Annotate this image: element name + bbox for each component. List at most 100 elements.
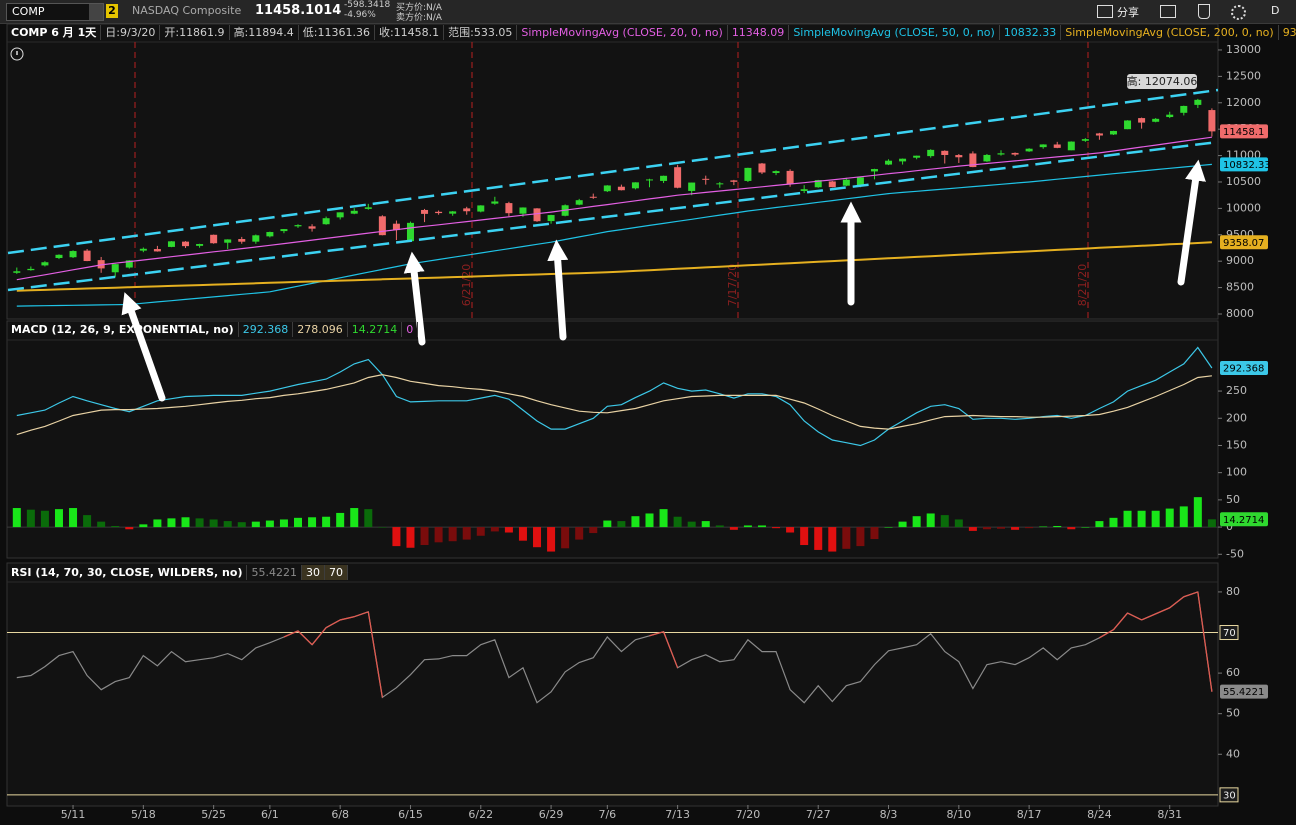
series-line	[16, 136, 1212, 281]
histogram-bar	[1123, 510, 1132, 528]
legend-value: 9358.07	[1279, 25, 1296, 40]
rsi-header: RSI (14, 70, 30, CLOSE, WILDERS, no) 55.4…	[7, 564, 348, 581]
legend-value: 10832.33	[1000, 25, 1062, 40]
bid: 买方价:N/A	[396, 3, 442, 13]
histogram-bar	[1039, 526, 1048, 528]
histogram-bar	[490, 527, 499, 532]
candle-body	[280, 229, 288, 232]
value-tag	[1220, 361, 1268, 376]
histogram-bar	[786, 527, 795, 533]
candle-body	[1081, 139, 1089, 141]
candle-body	[758, 163, 766, 173]
candle-body	[1095, 133, 1103, 136]
histogram-bar	[856, 527, 865, 547]
candle-body	[435, 211, 443, 214]
overbought-segment	[354, 611, 369, 618]
histogram-bar	[209, 519, 218, 528]
y-tick-label: 50	[1226, 707, 1240, 720]
candle-body	[392, 223, 400, 231]
x-tick-label: 7/27	[806, 808, 831, 821]
alert-icon[interactable]	[10, 47, 24, 61]
y-tick-label: 10500	[1226, 175, 1261, 188]
candle-body	[167, 241, 175, 247]
candle-body	[772, 171, 780, 174]
histogram-bar	[336, 512, 345, 528]
overbought-segment	[649, 631, 664, 637]
channel-upper	[7, 88, 1219, 255]
histogram-bar	[743, 525, 752, 528]
toolbar: COMP 2 NASDAQ Composite 11458.1014 -598.…	[0, 0, 1296, 24]
histogram-bar	[1025, 527, 1034, 529]
candle-body	[153, 249, 161, 252]
y-tick-label: 60	[1226, 666, 1240, 679]
histogram-bar	[69, 508, 78, 528]
histogram-bar	[153, 519, 162, 528]
candle-body	[210, 234, 218, 244]
histogram-bar	[378, 527, 387, 528]
overbought-segment	[1112, 612, 1129, 631]
y-tick-label: 150	[1226, 438, 1247, 451]
candle-body	[814, 180, 822, 188]
last-price: 11458.1014	[255, 3, 342, 18]
histogram-bar	[111, 525, 120, 528]
series-line	[16, 374, 1212, 436]
y-tick-label: 100	[1226, 466, 1247, 479]
symbol-box[interactable]: COMP	[6, 3, 104, 21]
settings-icon[interactable]	[1231, 5, 1246, 20]
histogram-bar	[575, 527, 584, 540]
histogram-bar	[476, 527, 485, 536]
level-tag	[1219, 787, 1239, 803]
histogram-bar	[251, 521, 260, 528]
histogram-bar	[800, 527, 809, 546]
event-lines	[134, 42, 1089, 318]
series-line	[16, 163, 1212, 307]
candle-body	[519, 207, 527, 214]
link-group[interactable]: 2	[106, 4, 118, 18]
info-field: 日:9/3/20	[101, 25, 161, 40]
candle-body	[955, 155, 963, 158]
legend-value: 30	[301, 565, 325, 580]
x-tick-label: 7/6	[598, 808, 616, 821]
histogram-bar	[26, 509, 35, 528]
candle-body	[406, 222, 414, 242]
candle-body	[1208, 110, 1216, 132]
share[interactable]: 分享	[1117, 6, 1139, 19]
series-line	[16, 591, 1213, 704]
share-icon[interactable]	[1097, 5, 1113, 18]
value-tag-label: 11458.1	[1223, 127, 1264, 138]
histogram-bar	[870, 527, 879, 540]
y-tick-label: -50	[1226, 547, 1244, 560]
histogram-bar	[1165, 508, 1174, 528]
histogram-bar	[603, 520, 612, 528]
histogram-bar	[294, 517, 302, 528]
y-tick-label: 50	[1226, 493, 1240, 506]
histogram-bar	[1179, 506, 1188, 528]
studies-icon[interactable]	[1198, 4, 1210, 19]
x-tick-label: 8/3	[880, 808, 898, 821]
candle-body	[364, 207, 372, 209]
value-tag	[1220, 512, 1268, 527]
histogram-bar	[1193, 497, 1202, 528]
change-pct: -4.96%	[344, 10, 376, 20]
histogram-bar	[1067, 527, 1076, 530]
symbol-name: NASDAQ Composite	[132, 4, 242, 17]
histogram-bar	[308, 517, 317, 528]
candle-body	[322, 218, 330, 225]
x-tick-label: 7/20	[736, 808, 761, 821]
candle-body	[421, 209, 429, 214]
histogram-bar	[1053, 525, 1062, 528]
x-tick-label: 5/18	[131, 808, 156, 821]
screenshot-icon[interactable]	[1160, 5, 1176, 18]
candle-body	[969, 153, 977, 168]
period[interactable]: D	[1271, 4, 1280, 17]
value-tag-label: 9358.07	[1223, 238, 1264, 249]
series-line	[16, 346, 1213, 447]
symbol-dropdown[interactable]	[89, 4, 103, 20]
histogram-bar	[547, 527, 556, 552]
legend-name: SimpleMovingAvg (CLOSE, 200, 0, no)	[1061, 25, 1279, 40]
histogram-bar	[533, 527, 542, 548]
candle-body	[646, 179, 653, 181]
candle-body	[69, 251, 77, 258]
candle-body	[885, 160, 893, 165]
